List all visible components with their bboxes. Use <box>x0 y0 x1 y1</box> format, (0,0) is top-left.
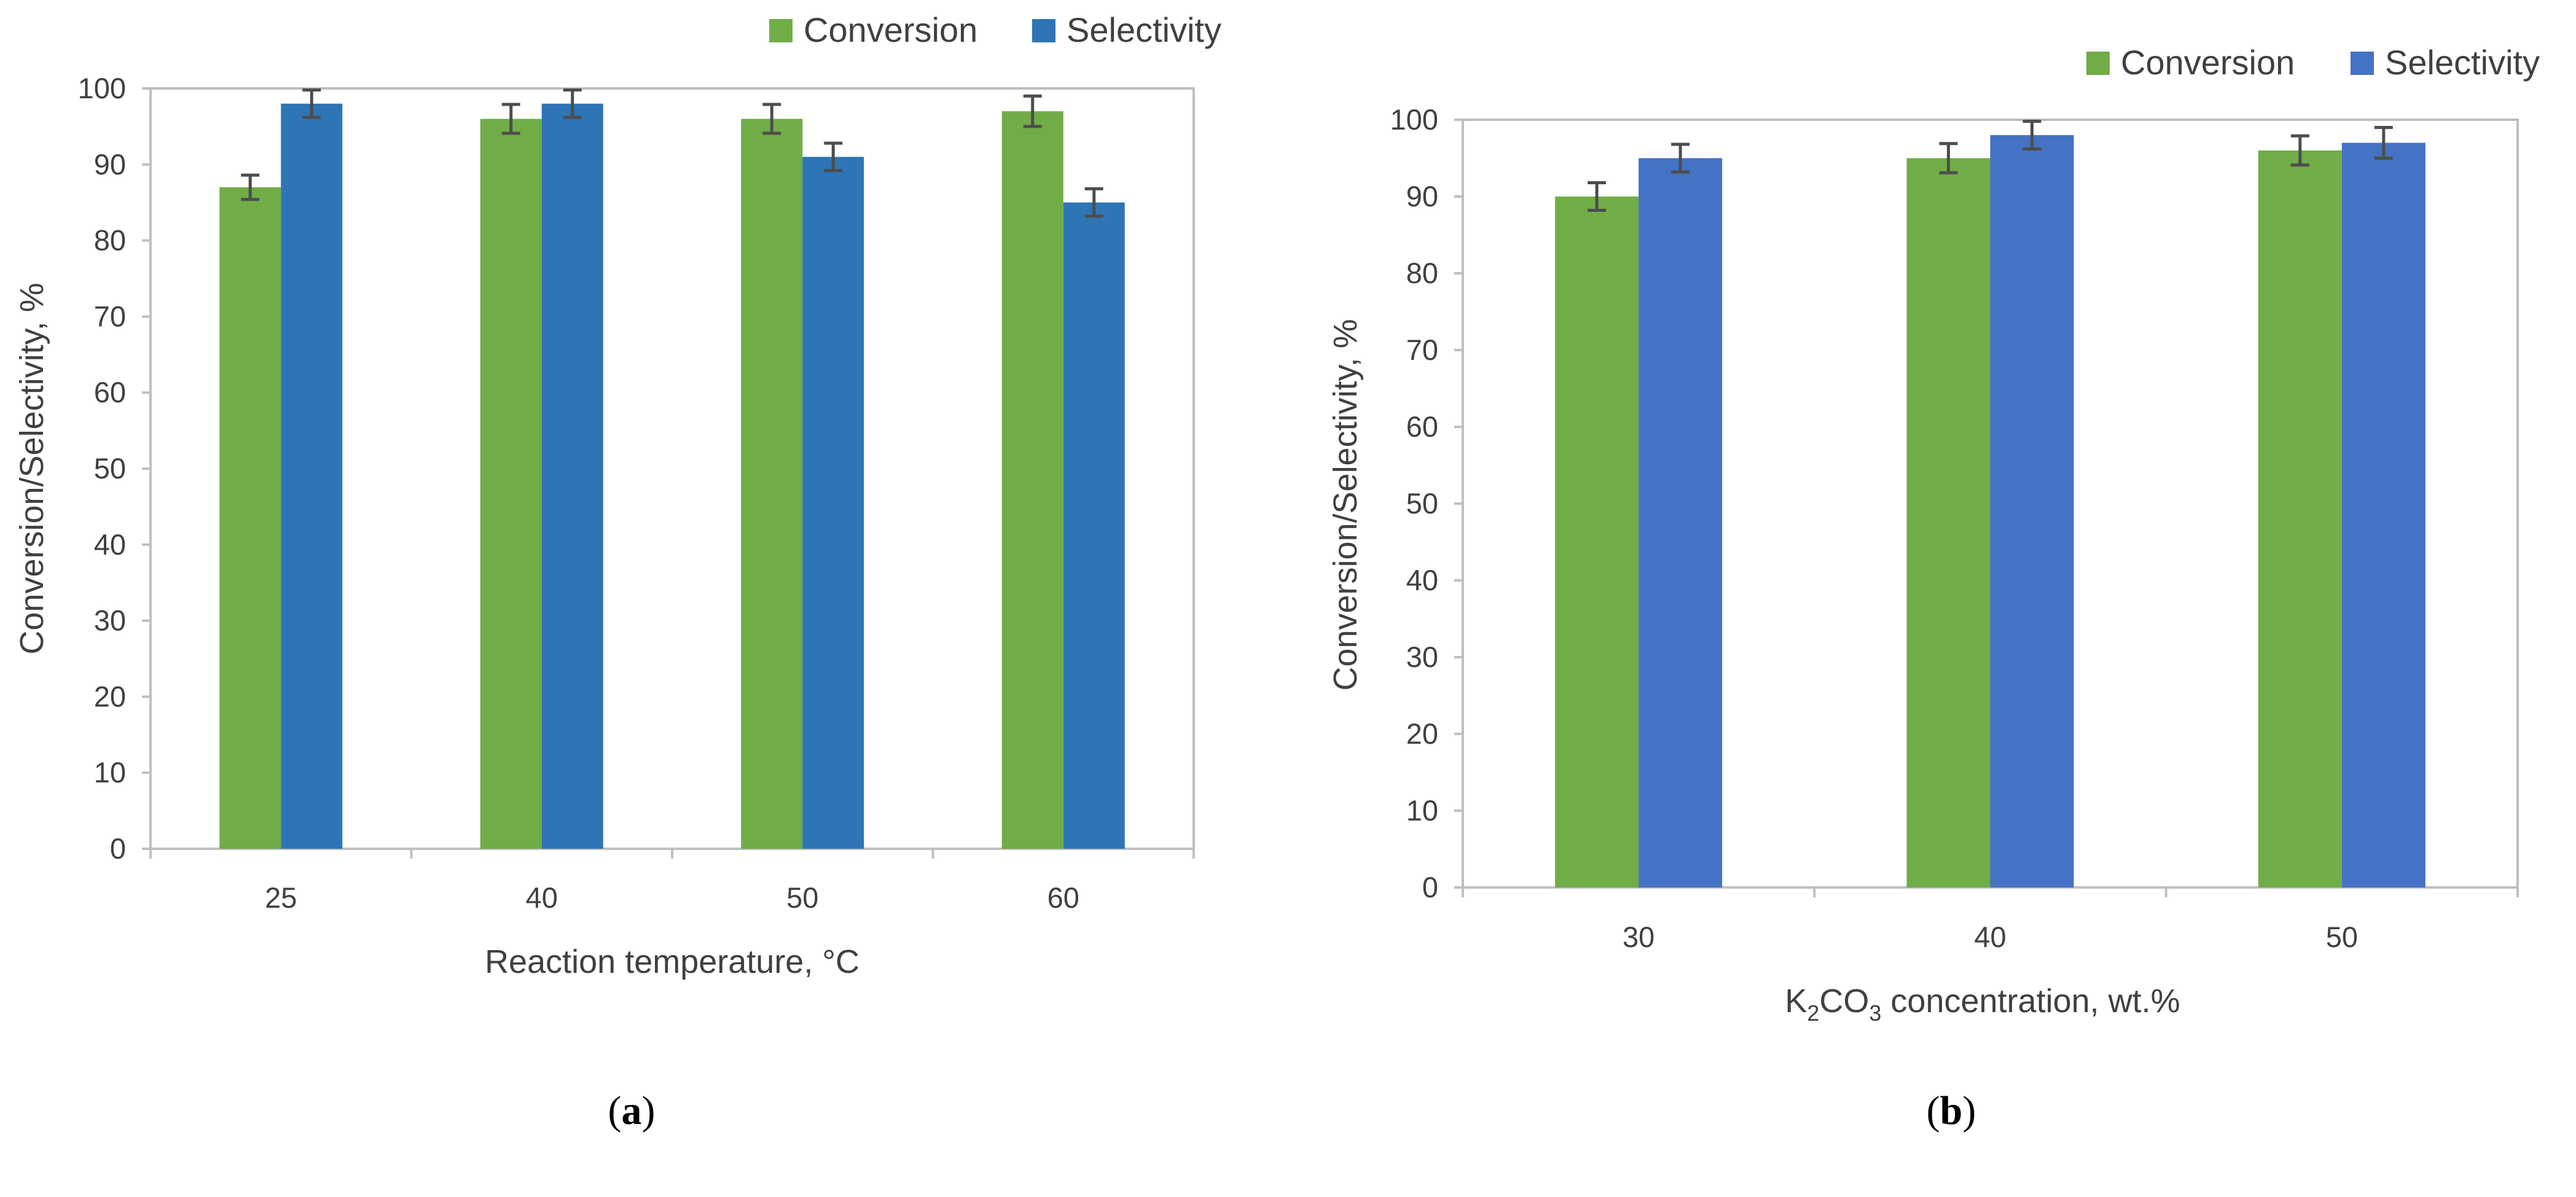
x-tick-labels-b: 30 40 50 <box>1462 887 2519 953</box>
error-bars-a <box>241 88 1103 218</box>
y-tick-label: 20 <box>1406 717 1438 750</box>
y-tick-label: 30 <box>94 604 126 637</box>
error-bar-conversion-40 <box>1939 142 1958 174</box>
error-bar-conversion-30 <box>1587 181 1607 212</box>
y-tick-label: 60 <box>1406 410 1438 443</box>
x-axis-title-b-co: CO <box>1819 983 1869 1020</box>
legend-label-selectivity-b: Selectivity <box>2385 43 2540 82</box>
y-tick-label: 0 <box>110 832 126 865</box>
bars-a <box>219 103 1125 849</box>
legend-swatch-conversion-b <box>2086 52 2110 75</box>
y-axis-title-a: Conversion/Selectivity, % <box>14 283 50 654</box>
error-bar-selectivity-30 <box>1671 142 1690 174</box>
legend-swatch-selectivity-b <box>2351 52 2374 75</box>
error-bars-b <box>1587 120 2393 212</box>
bar-selectivity-50 <box>802 157 864 849</box>
x-axis-title-b-sub1: 2 <box>1807 1000 1819 1026</box>
panel-label-b: (b) <box>1927 1088 1976 1133</box>
y-tick-label: 10 <box>94 756 126 789</box>
x-axis-title-a: Reaction temperature, °C <box>485 943 859 980</box>
x-axis-title-b: K2CO3 concentration, wt.% <box>1785 983 2180 1026</box>
error-bar-selectivity-50 <box>824 141 843 173</box>
bar-selectivity-40 <box>541 103 603 849</box>
panel-label-a: (a) <box>608 1088 656 1133</box>
y-tick-label: 100 <box>78 72 126 104</box>
error-bar-selectivity-25 <box>302 88 321 119</box>
bar-selectivity-50 <box>2341 142 2425 887</box>
error-bar-conversion-40 <box>501 103 520 135</box>
y-tick-label: 30 <box>1406 641 1438 673</box>
legend-label-conversion-a: Conversion <box>804 10 977 49</box>
bar-conversion-50 <box>2258 150 2342 887</box>
bar-conversion-40 <box>1906 158 1991 887</box>
y-tick-label: 70 <box>94 300 126 332</box>
error-bar-conversion-25 <box>241 173 260 201</box>
y-tick-label: 40 <box>1406 564 1438 596</box>
legend-label-conversion-b: Conversion <box>2121 43 2295 82</box>
bar-conversion-60 <box>1001 111 1063 849</box>
error-bar-conversion-50 <box>762 103 781 135</box>
x-axis-title-b-sub2: 3 <box>1869 1000 1881 1026</box>
x-tick-label: 40 <box>526 881 558 914</box>
error-bar-conversion-60 <box>1023 94 1042 128</box>
y-tick-label: 80 <box>94 224 126 257</box>
x-tick-label: 40 <box>1974 921 2006 953</box>
bar-selectivity-25 <box>281 103 343 849</box>
legend-label-selectivity-a: Selectivity <box>1067 10 1221 49</box>
x-axis-title-b-rest: concentration, wt.% <box>1881 983 2180 1020</box>
y-tick-label: 100 <box>1390 103 1438 136</box>
chart-a: 0 10 20 30 40 50 60 70 80 90 100 25 40 50 60 Conversi… <box>14 10 1221 1133</box>
error-bar-selectivity-40 <box>2022 120 2042 150</box>
y-tick-labels-a: 0 10 20 30 40 50 60 70 80 90 100 <box>78 72 151 865</box>
y-tick-label: 90 <box>94 148 126 181</box>
x-axis-title-b-k: K <box>1785 983 1807 1020</box>
x-tick-labels-a: 25 40 50 60 <box>149 849 1195 914</box>
x-tick-label: 50 <box>2326 921 2358 953</box>
legend-swatch-conversion-a <box>769 19 793 42</box>
y-tick-label: 50 <box>94 452 126 485</box>
y-axis-title-b: Conversion/Selectivity, % <box>1327 319 1364 690</box>
bar-conversion-25 <box>219 187 281 849</box>
y-tick-label: 0 <box>1422 871 1438 903</box>
legend-a: Conversion Selectivity <box>769 10 1221 49</box>
y-tick-label: 70 <box>1406 333 1438 366</box>
bars-b <box>1555 135 2425 887</box>
bar-conversion-50 <box>741 119 803 849</box>
error-bar-selectivity-40 <box>563 88 582 119</box>
error-bar-selectivity-50 <box>2374 126 2393 160</box>
x-tick-label: 30 <box>1623 921 1654 953</box>
y-tick-label: 60 <box>94 376 126 408</box>
error-bar-selectivity-60 <box>1084 187 1103 218</box>
x-tick-label: 25 <box>265 881 297 914</box>
y-tick-label: 40 <box>94 528 126 561</box>
error-bar-conversion-50 <box>2290 134 2309 167</box>
x-tick-label: 60 <box>1047 881 1079 914</box>
y-tick-label: 20 <box>94 680 126 712</box>
legend-swatch-selectivity-a <box>1032 19 1055 42</box>
y-tick-labels-b: 0 10 20 30 40 50 60 70 80 90 100 <box>1390 103 1463 903</box>
panel-label-a-letter: a <box>622 1088 642 1133</box>
bar-conversion-40 <box>480 119 542 849</box>
x-tick-label: 50 <box>786 881 818 914</box>
y-tick-label: 10 <box>1406 794 1438 827</box>
bar-selectivity-30 <box>1638 158 1723 887</box>
chart-b: 0 10 20 30 40 50 60 70 80 90 100 30 40 50 Conversion… <box>1327 43 2540 1133</box>
bar-selectivity-60 <box>1063 202 1125 849</box>
y-tick-label: 80 <box>1406 257 1438 289</box>
bar-conversion-30 <box>1555 197 1639 887</box>
y-tick-label: 90 <box>1406 180 1438 212</box>
legend-b: Conversion Selectivity <box>2086 43 2540 82</box>
y-tick-label: 50 <box>1406 487 1438 520</box>
bar-selectivity-40 <box>1990 135 2074 887</box>
panel-label-b-letter: b <box>1940 1088 1963 1133</box>
